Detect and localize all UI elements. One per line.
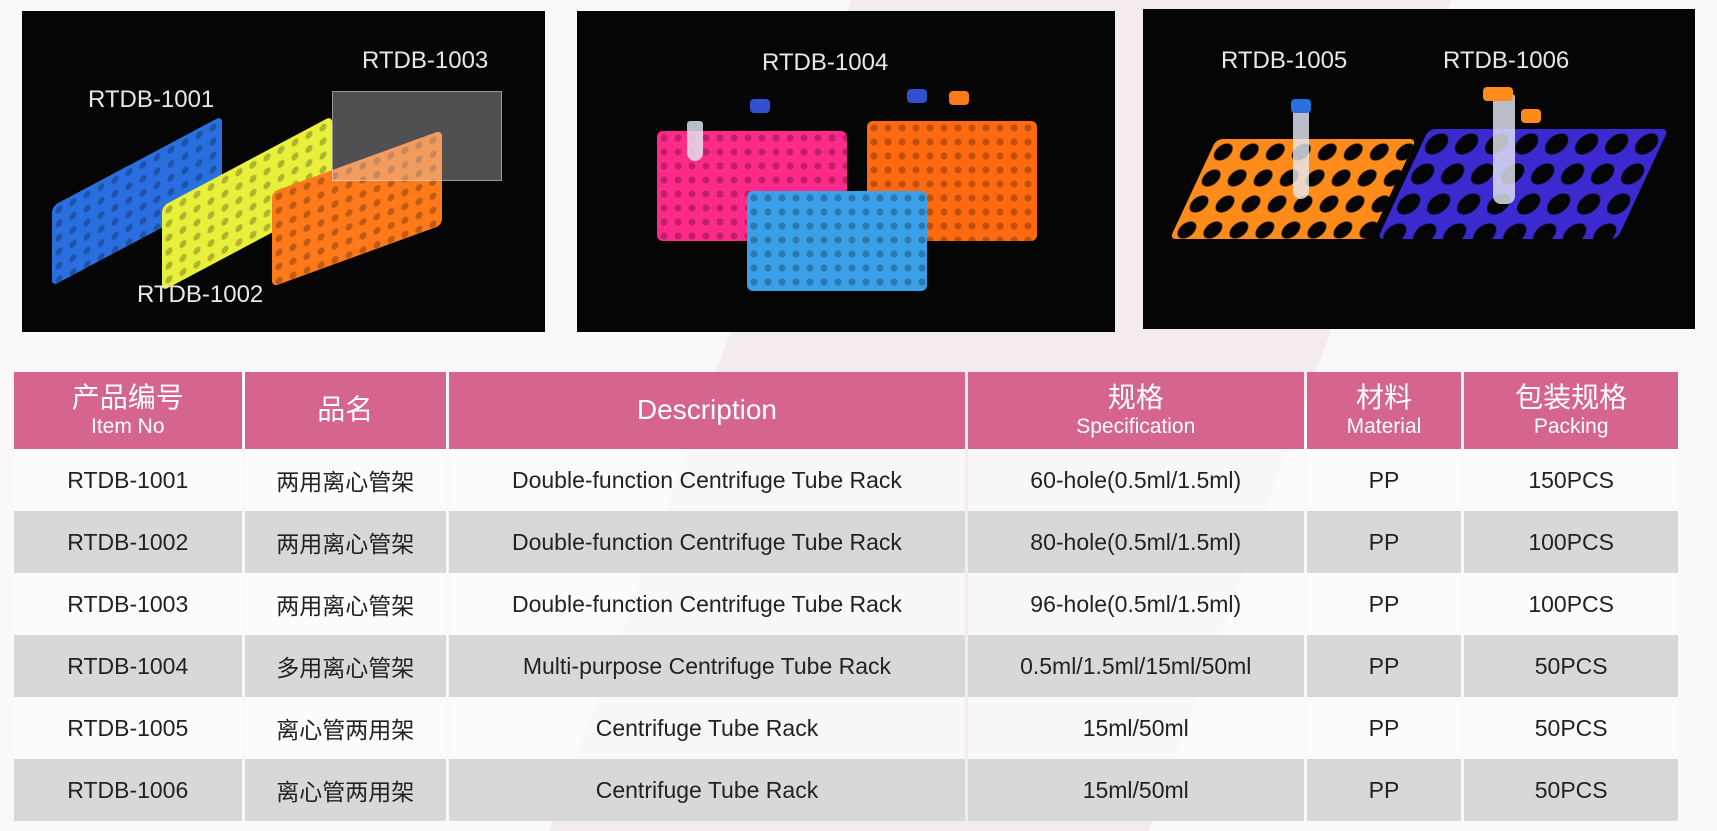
cell-packing: 150PCS — [1464, 449, 1678, 511]
cell-description: Double-function Centrifuge Tube Rack — [449, 449, 965, 511]
tube — [1493, 94, 1515, 204]
product-label: RTDB-1002 — [137, 281, 264, 308]
header-name: 品名 — [244, 372, 447, 449]
table-row: RTDB-1006 离心管两用架 Centrifuge Tube Rack 15ml/… — [14, 759, 1678, 821]
table-row: RTDB-1003 两用离心管架 Double-function Centrifug… — [14, 573, 1678, 635]
cell-description: Multi-purpose Centrifuge Tube Rack — [449, 635, 965, 697]
cell-specification: 80-hole(0.5ml/1.5ml) — [967, 511, 1304, 573]
cell-material: PP — [1306, 573, 1462, 635]
tube-cap — [907, 89, 927, 103]
cell-product-name: 离心管两用架 — [244, 759, 447, 821]
cell-packing: 100PCS — [1464, 511, 1678, 573]
product-label: RTDB-1006 — [1443, 47, 1570, 74]
product-photo-1001-1003: RTDB-1001 RTDB-1003 RTDB-1002 — [22, 11, 545, 332]
cell-item-no: RTDB-1004 — [14, 635, 242, 697]
cell-description: Double-function Centrifuge Tube Rack — [449, 511, 965, 573]
cell-item-no: RTDB-1006 — [14, 759, 242, 821]
cell-product-name: 两用离心管架 — [244, 573, 447, 635]
blue-rack — [747, 191, 927, 291]
tube — [687, 121, 703, 161]
cell-material: PP — [1306, 511, 1462, 573]
cell-product-name: 离心管两用架 — [244, 697, 447, 759]
tube-cap — [949, 91, 969, 105]
cell-specification: 15ml/50ml — [967, 759, 1304, 821]
cell-item-no: RTDB-1005 — [14, 697, 242, 759]
cell-material: PP — [1306, 635, 1462, 697]
table-header: 产品编号 Item No 品名 Description 规格 Specificati… — [14, 372, 1678, 449]
tube-cap — [750, 99, 770, 113]
header-material: 材料 Material — [1306, 372, 1462, 449]
header-specification: 规格 Specification — [967, 372, 1304, 449]
tube-cap — [1521, 109, 1541, 123]
header-packing: 包装规格 Packing — [1464, 372, 1678, 449]
cell-product-name: 多用离心管架 — [244, 635, 447, 697]
purple-rack — [1377, 129, 1669, 239]
product-label: RTDB-1001 — [88, 86, 215, 113]
product-spec-table: 产品编号 Item No 品名 Description 规格 Specificati… — [11, 372, 1681, 821]
clear-lid — [332, 91, 502, 181]
cell-specification: 60-hole(0.5ml/1.5ml) — [967, 449, 1304, 511]
cell-material: PP — [1306, 449, 1462, 511]
product-label: RTDB-1003 — [362, 47, 489, 74]
cell-item-no: RTDB-1003 — [14, 573, 242, 635]
product-label: RTDB-1005 — [1221, 47, 1348, 74]
cell-description: Double-function Centrifuge Tube Rack — [449, 573, 965, 635]
cell-packing: 50PCS — [1464, 697, 1678, 759]
product-photo-1004: RTDB-1004 — [577, 11, 1115, 332]
tube — [1293, 109, 1309, 199]
cell-specification: 15ml/50ml — [967, 697, 1304, 759]
tube-cap — [1291, 99, 1311, 113]
cell-item-no: RTDB-1001 — [14, 449, 242, 511]
cell-material: PP — [1306, 697, 1462, 759]
header-description: Description — [449, 372, 965, 449]
cell-material: PP — [1306, 759, 1462, 821]
cell-specification: 96-hole(0.5ml/1.5ml) — [967, 573, 1304, 635]
table-row: RTDB-1001 两用离心管架 Double-function Centrifug… — [14, 449, 1678, 511]
product-label: RTDB-1004 — [762, 49, 889, 76]
header-item-no: 产品编号 Item No — [14, 372, 242, 449]
tube-cap — [1483, 87, 1513, 101]
table-row: RTDB-1002 两用离心管架 Double-function Centrifug… — [14, 511, 1678, 573]
table-row: RTDB-1004 多用离心管架 Multi-purpose Centrifuge … — [14, 635, 1678, 697]
cell-packing: 100PCS — [1464, 573, 1678, 635]
cell-item-no: RTDB-1002 — [14, 511, 242, 573]
cell-description: Centrifuge Tube Rack — [449, 697, 965, 759]
cell-description: Centrifuge Tube Rack — [449, 759, 965, 821]
cell-product-name: 两用离心管架 — [244, 449, 447, 511]
cell-product-name: 两用离心管架 — [244, 511, 447, 573]
table-row: RTDB-1005 离心管两用架 Centrifuge Tube Rack 15ml/… — [14, 697, 1678, 759]
cell-packing: 50PCS — [1464, 635, 1678, 697]
cell-specification: 0.5ml/1.5ml/15ml/50ml — [967, 635, 1304, 697]
product-photo-1005-1006: RTDB-1005 RTDB-1006 — [1143, 9, 1695, 329]
cell-packing: 50PCS — [1464, 759, 1678, 821]
